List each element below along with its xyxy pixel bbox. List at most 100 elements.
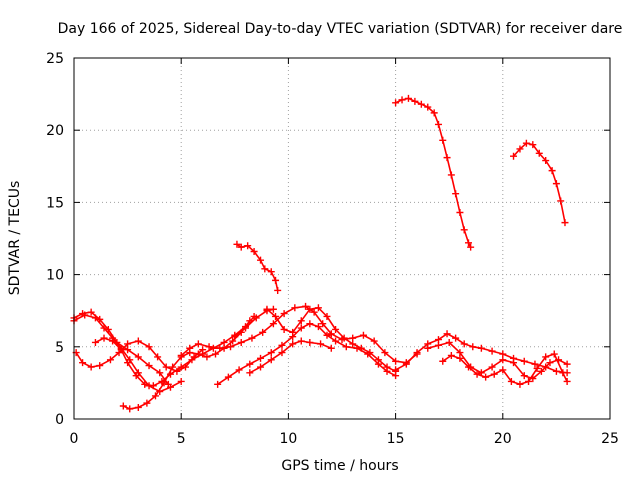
data-point-plus <box>250 247 258 255</box>
data-point-plus <box>257 256 265 264</box>
data-point-plus <box>231 333 239 341</box>
data-point-plus <box>132 372 140 380</box>
data-point-plus <box>327 344 335 352</box>
data-point-plus <box>467 243 475 251</box>
data-point-plus <box>443 330 451 338</box>
data-point-plus <box>100 324 108 332</box>
data-point-plus <box>124 359 132 367</box>
series-trace-l <box>392 94 475 251</box>
series-trace-f <box>214 320 400 388</box>
grid-lines <box>74 58 610 419</box>
data-point-plus <box>516 145 524 153</box>
x-tick-label: 10 <box>279 431 297 447</box>
data-point-plus <box>535 149 543 157</box>
data-point-plus <box>359 331 367 339</box>
data-point-plus <box>237 243 245 251</box>
data-point-plus <box>510 359 518 367</box>
x-tick-label: 20 <box>494 431 512 447</box>
data-point-plus <box>319 320 327 328</box>
data-point-plus <box>246 360 254 368</box>
data-point-plus <box>542 353 550 361</box>
data-point-plus <box>398 96 406 104</box>
data-point-plus <box>134 403 142 411</box>
data-point-plus <box>447 171 455 179</box>
data-point-plus <box>246 369 254 377</box>
data-point-plus <box>162 363 170 371</box>
data-point-plus <box>542 157 550 165</box>
data-point-plus <box>233 240 241 248</box>
data-point-plus <box>557 197 565 205</box>
y-tick-label: 5 <box>55 340 64 356</box>
data-point-plus <box>306 320 314 328</box>
data-point-plus <box>278 349 286 357</box>
data-point-plus <box>392 366 400 374</box>
data-point-plus <box>79 359 87 367</box>
data-point-plus <box>452 334 460 342</box>
data-point-plus <box>169 363 177 371</box>
data-point-plus <box>323 331 331 339</box>
data-point-plus <box>510 152 518 160</box>
data-point-plus <box>499 366 507 374</box>
series-trace-c <box>72 337 207 375</box>
data-point-plus <box>267 349 275 357</box>
data-point-plus <box>143 399 151 407</box>
data-point-plus <box>464 363 472 371</box>
data-point-plus <box>212 350 220 358</box>
data-point-plus <box>314 304 322 312</box>
data-point-plus <box>291 304 299 312</box>
data-point-plus <box>194 340 202 348</box>
data-point-plus <box>269 320 277 328</box>
data-point-plus <box>439 136 447 144</box>
data-point-plus <box>274 286 282 294</box>
data-point-plus <box>91 314 99 322</box>
x-tick-label: 0 <box>70 431 79 447</box>
data-point-plus <box>546 359 554 367</box>
data-point-plus <box>452 190 460 198</box>
data-point-plus <box>411 97 419 105</box>
data-point-plus <box>214 380 222 388</box>
data-point-plus <box>430 109 438 117</box>
data-point-plus <box>548 167 556 175</box>
series-line <box>266 307 397 373</box>
data-point-plus <box>383 363 391 371</box>
data-point-plus <box>370 337 378 345</box>
data-point-plus <box>404 94 412 102</box>
series-trace-o <box>424 338 571 383</box>
data-point-plus <box>119 402 127 410</box>
data-point-plus <box>456 209 464 217</box>
data-point-plus <box>177 377 185 385</box>
data-point-plus <box>91 338 99 346</box>
data-point-plus <box>166 383 174 391</box>
series-trace-j <box>231 305 277 341</box>
data-point-plus <box>460 226 468 234</box>
data-point-plus <box>417 100 425 108</box>
data-point-plus <box>81 311 89 319</box>
data-point-plus <box>134 353 142 361</box>
data-point-plus <box>188 356 196 364</box>
series-trace-i <box>263 304 400 375</box>
data-point-plus <box>235 366 243 374</box>
data-point-plus <box>374 356 382 364</box>
data-point-plus <box>317 340 325 348</box>
data-point-plus <box>227 343 235 351</box>
plot-frame <box>73 57 611 420</box>
data-point-plus <box>297 317 305 325</box>
data-point-plus <box>177 351 185 359</box>
y-tick-label: 10 <box>46 268 64 284</box>
data-point-plus <box>342 343 350 351</box>
series-line <box>394 333 568 374</box>
data-point-plus <box>381 349 389 357</box>
data-point-plus <box>561 219 569 227</box>
data-point-plus <box>434 341 442 349</box>
data-point-plus <box>473 370 481 378</box>
series-trace-k <box>233 240 282 294</box>
x-axis-label: GPS time / hours <box>281 458 398 474</box>
data-point-plus <box>537 367 545 375</box>
data-point-plus <box>289 328 297 336</box>
data-point-plus <box>252 314 260 322</box>
data-point-plus <box>261 265 269 273</box>
data-point-plus <box>194 350 202 358</box>
data-point-plus <box>278 341 286 349</box>
data-point-plus <box>531 360 539 368</box>
